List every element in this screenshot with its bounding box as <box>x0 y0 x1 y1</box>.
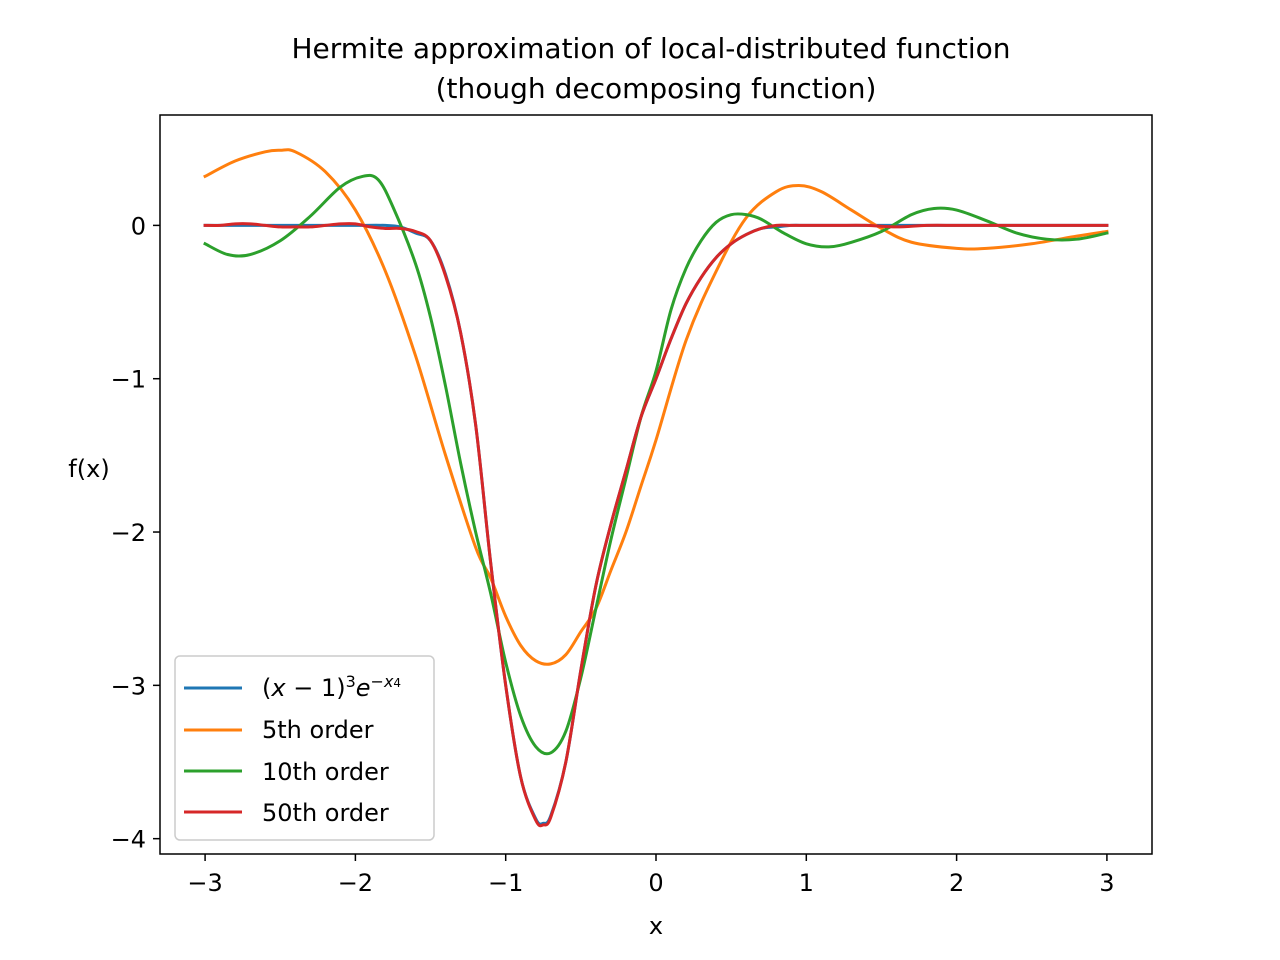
y-tick-label: −3 <box>111 672 146 700</box>
series-line-50th-order <box>203 222 1109 828</box>
series-line-10th-order <box>203 173 1109 756</box>
x-tick-label: 1 <box>799 869 814 897</box>
chart-title: Hermite approximation of local-distribut… <box>291 32 1010 65</box>
legend-label-50th-order: 50th order <box>262 799 389 827</box>
y-tick-label: −2 <box>111 519 146 547</box>
x-tick-label: −1 <box>488 869 523 897</box>
legend-label-10th-order: 10th order <box>262 758 389 786</box>
x-tick-label: 0 <box>648 869 663 897</box>
legend-box <box>174 655 435 841</box>
x-tick-label: 2 <box>949 869 964 897</box>
x-tick-label: −2 <box>338 869 373 897</box>
series-layer <box>203 148 1109 828</box>
y-axis-label: f(x) <box>68 455 109 483</box>
x-tick-label: 3 <box>1099 869 1114 897</box>
y-tick-label: −4 <box>111 826 146 854</box>
legend-label-5th-order: 5th order <box>262 716 374 744</box>
legend: (x − 1)3e−x4 5th order 10th order 50th o… <box>174 655 435 841</box>
chart-subtitle: (though decomposing function) <box>436 72 877 105</box>
x-axis-label: x <box>649 912 663 940</box>
y-tick-label: 0 <box>131 212 146 240</box>
y-tick-label: −1 <box>111 366 146 394</box>
y-axis: 0 −1 −2 −3 −4 <box>111 212 160 854</box>
x-axis: −3 −2 −1 0 1 2 3 <box>187 854 1115 897</box>
x-tick-label: −3 <box>187 869 222 897</box>
